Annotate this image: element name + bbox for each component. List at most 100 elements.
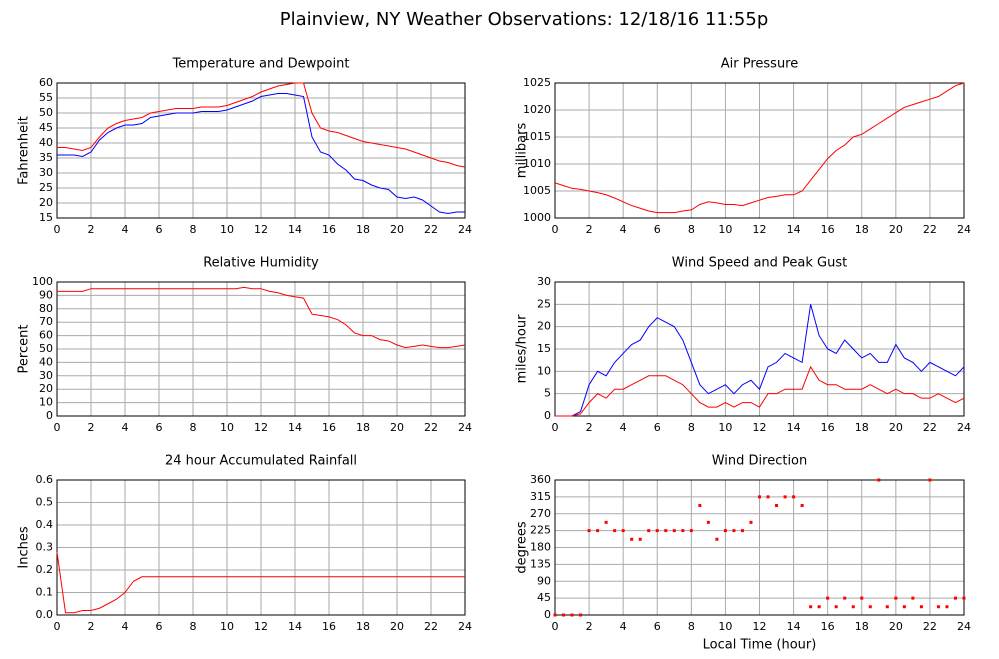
x-tick-label: 2: [88, 223, 95, 236]
data-point: [877, 478, 881, 482]
x-tick-label: 14: [787, 620, 801, 633]
x-tick-label: 8: [190, 620, 197, 633]
data-point: [630, 537, 634, 541]
x-tick-label: 16: [322, 421, 336, 434]
x-tick-label: 24: [458, 421, 472, 434]
y-tick-label: 100: [32, 275, 53, 288]
data-point: [647, 529, 651, 533]
data-point: [587, 529, 591, 533]
y-tick-label: 80: [39, 302, 53, 315]
y-tick-label: 0.1: [36, 586, 54, 599]
data-line: [57, 286, 466, 349]
data-point: [936, 605, 940, 609]
y-tick-label: 270: [530, 507, 551, 520]
y-axis-label: millibars: [515, 123, 530, 179]
chart-title: Air Pressure: [721, 57, 799, 72]
data-point: [740, 529, 744, 533]
x-tick-label: 16: [322, 620, 336, 633]
y-tick-label: 60: [39, 329, 53, 342]
x-tick-label: 10: [220, 223, 234, 236]
x-tick-label: 18: [356, 421, 370, 434]
data-point: [723, 529, 727, 533]
y-tick-label: 55: [39, 91, 53, 104]
data-point: [911, 596, 915, 600]
data-point: [732, 529, 736, 533]
x-tick-label: 4: [620, 223, 627, 236]
x-tick-label: 14: [787, 421, 801, 434]
data-point: [758, 495, 761, 499]
y-tick-label: 0.2: [36, 563, 54, 576]
data-point: [579, 613, 583, 617]
y-tick-label: 1015: [523, 130, 551, 143]
x-tick-label: 10: [718, 421, 732, 434]
x-tick-label: 4: [122, 620, 129, 633]
y-tick-label: 225: [530, 524, 551, 537]
x-tick-label: 2: [586, 620, 593, 633]
data-point: [817, 605, 821, 609]
x-tick-label: 14: [288, 620, 302, 633]
data-point: [570, 613, 574, 617]
x-tick-label: 10: [718, 223, 732, 236]
x-tick-label: 2: [586, 421, 593, 434]
data-point: [860, 596, 864, 600]
plot-frame: [56, 479, 466, 616]
x-tick-label: 14: [288, 223, 302, 236]
data-point: [715, 537, 719, 541]
data-point: [681, 529, 685, 533]
plot-frame: [56, 82, 466, 219]
y-tick-label: 10: [39, 396, 53, 409]
x-tick-label: 6: [654, 421, 661, 434]
data-point: [613, 529, 617, 533]
y-tick-label: 25: [537, 297, 551, 310]
y-tick-label: 0: [544, 409, 551, 422]
y-tick-label: 0: [544, 608, 551, 621]
x-tick-label: 4: [122, 421, 129, 434]
x-tick-label: 8: [688, 223, 695, 236]
y-tick-label: 30: [39, 166, 53, 179]
data-point: [894, 596, 898, 600]
chart-title: Relative Humidity: [203, 256, 319, 271]
x-tick-label: 2: [88, 421, 95, 434]
data-point: [868, 605, 872, 609]
plot-frame: [554, 479, 965, 616]
data-point: [953, 596, 957, 600]
data-point: [596, 529, 600, 533]
data-point: [843, 596, 847, 600]
x-tick-label: 14: [288, 421, 302, 434]
y-tick-label: 45: [39, 121, 53, 134]
x-tick-label: 20: [390, 223, 404, 236]
x-tick-label: 24: [957, 223, 971, 236]
data-point: [851, 605, 855, 609]
y-tick-label: 1000: [523, 211, 551, 224]
x-tick-label: 8: [190, 223, 197, 236]
x-tick-label: 20: [889, 620, 903, 633]
x-tick-label: 24: [458, 223, 472, 236]
data-point: [919, 605, 923, 609]
data-point: [749, 520, 753, 524]
y-tick-label: 10: [537, 364, 551, 377]
data-line: [57, 93, 465, 215]
data-point: [698, 504, 702, 507]
y-tick-label: 180: [530, 541, 551, 554]
data-point: [809, 605, 813, 609]
x-tick-label: 24: [957, 421, 971, 434]
y-axis-label: Percent: [17, 325, 32, 374]
data-point: [834, 605, 838, 609]
y-tick-label: 1005: [523, 184, 551, 197]
x-axis-label: Local Time (hour): [703, 638, 817, 653]
y-tick-label: 1010: [523, 157, 551, 170]
y-tick-label: 40: [39, 355, 53, 368]
data-point: [783, 495, 787, 499]
x-tick-label: 0: [54, 421, 61, 434]
x-tick-label: 4: [620, 620, 627, 633]
x-tick-label: 18: [855, 223, 869, 236]
plot-frame: [554, 82, 965, 219]
x-tick-label: 20: [390, 421, 404, 434]
y-tick-label: 40: [39, 136, 53, 149]
data-point: [826, 596, 830, 600]
x-tick-label: 12: [753, 620, 767, 633]
data-line: [56, 551, 465, 614]
y-tick-label: 5: [544, 387, 551, 400]
x-tick-label: 22: [923, 421, 937, 434]
